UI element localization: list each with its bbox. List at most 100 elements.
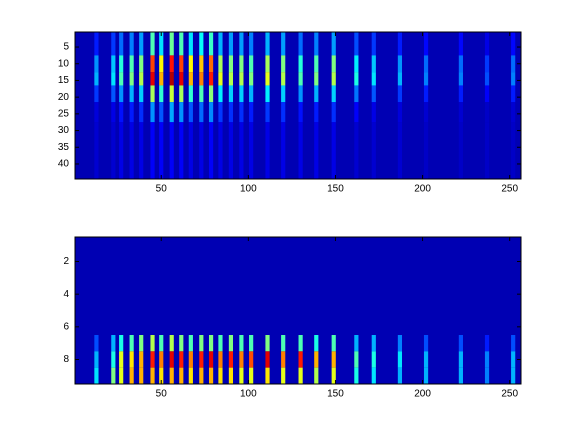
heatmap-cell [314,32,319,56]
heatmap-cell [281,32,286,56]
heatmap-cell [139,102,144,123]
heatmap-cell [228,32,234,56]
heatmap-cell [179,55,184,73]
heatmap-cell [298,122,303,179]
heatmap-cell [298,367,303,384]
heatmap-cell [119,367,124,384]
heatmap-cell [94,102,99,123]
heatmap-cell [94,55,99,73]
heatmap-cell [188,367,193,384]
heatmap-cell [208,122,214,179]
heatmap-cell [218,122,223,179]
heatmap-cell [281,367,286,384]
heatmap-cell [331,122,336,179]
heatmap-cell [239,367,244,384]
heatmap-cell [150,367,155,384]
heatmap-cell [111,32,116,56]
heatmap-cell [458,85,463,103]
heatmap-cell [218,32,223,56]
heatmap-cell [129,351,134,368]
heatmap-cell [458,72,463,86]
y-tick-label: 6 [63,321,69,332]
heatmap-cell [511,102,516,123]
axes-frame [74,236,522,385]
x-tick-label: 200 [414,184,431,195]
heatmap-cell [423,335,429,352]
heatmap-cell [484,102,490,123]
heatmap-cell [249,55,254,73]
heatmap-cell [458,32,463,56]
heatmap-cell [249,85,254,103]
heatmap-cell [484,367,490,384]
heatmap-cell [228,55,234,73]
heatmap-cell [371,72,376,86]
heatmap-cell [314,351,319,368]
heatmap-cell [298,102,303,123]
heatmap-cell [129,102,134,123]
heatmap-cell [298,32,303,56]
heatmap-cell [159,55,164,73]
heatmap-cell [249,102,254,123]
heatmap-cell [397,32,403,56]
heatmap-cell [423,367,429,384]
heatmap-cell [331,335,336,352]
heatmap-cell [218,351,223,368]
heatmap-cell [169,72,174,86]
heatmap-cell [511,351,516,368]
heatmap-cell [371,335,376,352]
heatmap-cell [314,335,319,352]
heatmap-cell [111,85,116,103]
heatmap-cell [169,351,174,368]
heatmap-cell [298,335,303,352]
heatmap-cell [150,55,155,73]
heatmap-cell [199,85,204,103]
heatmap-cell [228,85,234,103]
heatmap-cell [208,72,214,86]
heatmap-cell [458,335,463,352]
heatmap-cell [199,72,204,86]
heatmap-cell [169,102,174,123]
heatmap-cell [129,32,134,56]
heatmap-cell [139,85,144,103]
heatmap-cell [139,55,144,73]
heatmap-cell [265,122,270,179]
heatmap-cell [371,85,376,103]
heatmap-cell [331,32,336,56]
heatmap-cell [150,335,155,352]
heatmap-cell [281,55,286,73]
heatmap-cell [150,72,155,86]
heatmap-cell [199,102,204,123]
heatmap-cell [423,85,429,103]
heatmap-cell [208,335,214,352]
heatmap-cell [159,367,164,384]
heatmap-cell [129,122,134,179]
heatmap-cell [314,55,319,73]
heatmap-cell [179,367,184,384]
heatmap-cell [188,55,193,73]
heatmap-cell [111,351,116,368]
heatmap-cell [371,351,376,368]
heatmap-cell [265,32,270,56]
heatmap-cell [239,85,244,103]
heatmap-cell [354,85,359,103]
heatmap-cell [94,367,99,384]
heatmap-cell [159,72,164,86]
heatmap-cell [94,351,99,368]
heatmap-cell [94,122,99,179]
heatmap-cell [484,335,490,352]
heatmap-cell [111,102,116,123]
heatmap-cell [484,85,490,103]
heatmap-cell [119,55,124,73]
y-tick-label: 40 [58,159,70,170]
heatmap-cell [129,367,134,384]
heatmap-cell [354,351,359,368]
y-tick-label: 4 [63,289,69,300]
heatmap-cell [249,351,254,368]
heatmap-cell [314,102,319,123]
y-tick-label: 5 [63,42,69,53]
heatmap-cell [119,85,124,103]
heatmap-cell [159,32,164,56]
heatmap-cell [265,367,270,384]
heatmap-cell [511,72,516,86]
